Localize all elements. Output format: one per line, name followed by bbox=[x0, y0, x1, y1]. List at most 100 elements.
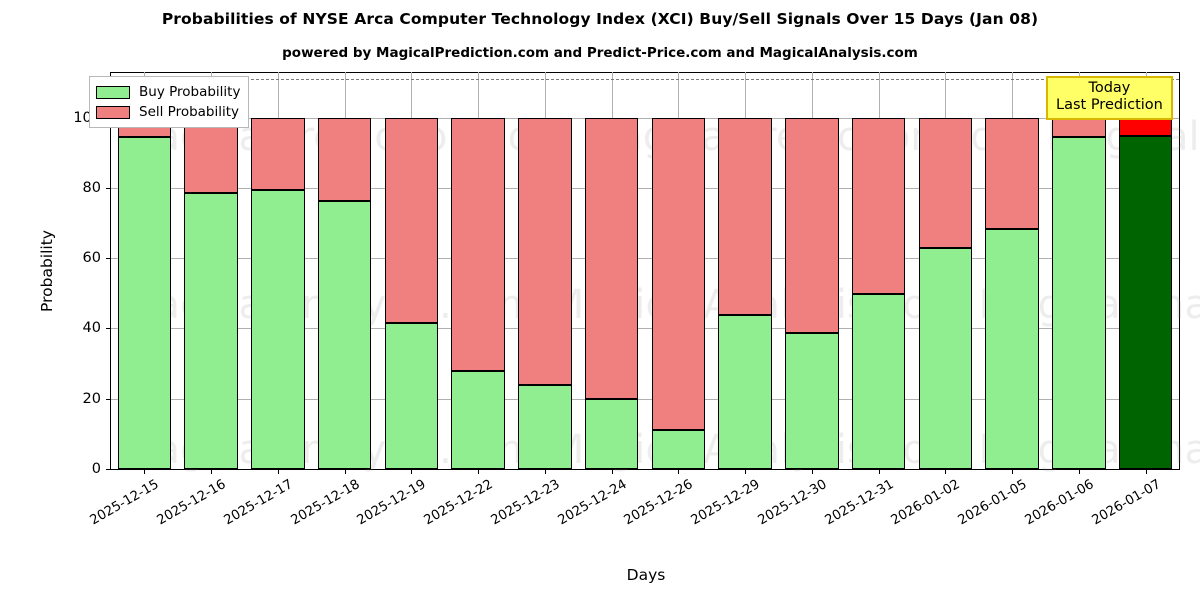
bar bbox=[184, 72, 238, 469]
bar-segment-buy bbox=[851, 293, 906, 469]
x-axis-tick bbox=[811, 469, 813, 474]
x-axis-tick-label: 2025-12-15 bbox=[88, 477, 162, 529]
x-axis-tick-label: 2025-12-23 bbox=[488, 477, 563, 529]
plot-inner: MagicalPrediction.com MagicalPrediction.… bbox=[111, 72, 1200, 473]
bar bbox=[918, 72, 973, 469]
legend-item-sell: Sell Probability bbox=[96, 102, 240, 122]
x-axis-tick bbox=[611, 469, 613, 474]
legend-swatch-sell bbox=[96, 105, 130, 119]
gridline-horizontal bbox=[111, 258, 1179, 260]
bar-segment-buy bbox=[785, 333, 839, 469]
bar-segment-sell bbox=[785, 117, 839, 334]
bar-segment-buy bbox=[384, 322, 439, 469]
x-axis-tick-label: 2025-12-17 bbox=[221, 477, 296, 529]
x-axis-label: Days bbox=[626, 566, 666, 584]
bar-today bbox=[1118, 72, 1173, 469]
bar-segment-sell bbox=[718, 117, 772, 316]
bar bbox=[785, 72, 839, 469]
bar-segment-sell bbox=[184, 117, 238, 193]
x-axis-tick-label: 2025-12-29 bbox=[688, 477, 763, 529]
gridline-horizontal bbox=[111, 398, 1179, 400]
bar bbox=[851, 72, 906, 469]
bar-segment-buy bbox=[1052, 136, 1106, 469]
bar bbox=[117, 72, 172, 469]
y-axis-tick-label: 20 bbox=[82, 390, 101, 407]
bar bbox=[718, 72, 772, 469]
y-axis-label: Probability bbox=[38, 229, 56, 312]
bar-segment-sell bbox=[1052, 117, 1106, 137]
bar-segment-buy bbox=[718, 315, 772, 469]
bar bbox=[518, 72, 572, 469]
x-axis-tick bbox=[1012, 469, 1014, 474]
legend-label-sell: Sell Probability bbox=[139, 104, 240, 120]
x-axis-tick bbox=[1145, 469, 1147, 474]
bar-segment-buy bbox=[184, 192, 238, 469]
bar bbox=[451, 72, 505, 469]
x-axis-tick-label: 2026-01-07 bbox=[1089, 477, 1164, 529]
legend-label-buy: Buy Probability bbox=[139, 84, 241, 100]
bar-segment-buy bbox=[651, 430, 706, 469]
x-axis-tick bbox=[678, 469, 680, 474]
bar bbox=[985, 72, 1039, 469]
y-axis-tick-label: 80 bbox=[82, 179, 101, 196]
x-axis-tick-label: 2025-12-31 bbox=[822, 477, 897, 529]
today-annotation-line1: Today bbox=[1088, 80, 1131, 96]
bar-segment-buy bbox=[584, 399, 639, 469]
chart-legend: Buy Probability Sell Probability bbox=[89, 76, 250, 128]
bar-segment-sell bbox=[918, 117, 973, 248]
bar-segment-buy bbox=[1118, 135, 1173, 469]
bar-segment-sell bbox=[1118, 117, 1173, 136]
bar-segment-buy bbox=[985, 229, 1039, 469]
bar-segment-sell bbox=[651, 117, 706, 431]
today-annotation-line2: Last Prediction bbox=[1056, 97, 1163, 114]
x-axis-tick-label: 2025-12-19 bbox=[355, 477, 429, 529]
bar-segment-buy bbox=[518, 385, 572, 469]
x-axis-tick bbox=[344, 469, 346, 474]
bar bbox=[651, 72, 706, 469]
x-axis-tick bbox=[144, 469, 146, 474]
bar-segment-sell bbox=[518, 117, 572, 386]
bar-segment-sell bbox=[317, 117, 372, 201]
gridline-horizontal bbox=[111, 117, 1179, 119]
y-axis-tick bbox=[106, 469, 111, 470]
chart-subtitle: powered by MagicalPrediction.com and Pre… bbox=[282, 45, 918, 61]
x-axis-tick bbox=[878, 469, 880, 474]
x-axis-tick-label: 2025-12-26 bbox=[622, 477, 696, 529]
y-axis-tick-label: 40 bbox=[82, 320, 101, 337]
bar-segment-sell bbox=[384, 117, 439, 323]
chart-title: Probabilities of NYSE Arca Computer Tech… bbox=[161, 10, 1039, 28]
bar bbox=[317, 72, 372, 469]
x-axis-tick bbox=[745, 469, 747, 474]
bar-segment-sell bbox=[851, 117, 906, 294]
bar-segment-buy bbox=[451, 370, 505, 469]
x-axis-tick-label: 2026-01-02 bbox=[889, 477, 963, 529]
x-axis-tick-label: 2025-12-22 bbox=[421, 477, 496, 529]
legend-item-buy: Buy Probability bbox=[96, 82, 240, 102]
threshold-line bbox=[111, 79, 1179, 81]
bar-segment-buy bbox=[918, 247, 973, 469]
x-axis-tick bbox=[411, 469, 413, 474]
plot-area: MagicalPrediction.com MagicalPrediction.… bbox=[38, 72, 1200, 584]
x-axis-tick-label: 2026-01-05 bbox=[955, 477, 1030, 529]
bar bbox=[1052, 72, 1106, 469]
bar-segment-sell bbox=[451, 117, 505, 371]
x-axis-tick-label: 2025-12-24 bbox=[555, 477, 630, 529]
gridline-horizontal bbox=[111, 328, 1179, 330]
y-axis-tick-label: 0 bbox=[91, 461, 101, 477]
x-axis-tick bbox=[544, 469, 546, 474]
y-axis-tick bbox=[106, 398, 111, 400]
bar-segment-sell bbox=[985, 117, 1039, 230]
plot-top-border bbox=[111, 72, 1179, 73]
y-axis-tick-label: 60 bbox=[82, 250, 101, 267]
bar bbox=[384, 72, 439, 469]
y-axis-tick bbox=[106, 187, 111, 189]
x-axis-tick bbox=[478, 469, 480, 474]
today-annotation: Today Last Prediction bbox=[1046, 76, 1173, 121]
bar-segment-buy bbox=[251, 190, 305, 469]
x-axis-tick bbox=[277, 469, 279, 474]
bar-segment-sell bbox=[251, 117, 305, 191]
bar-segment-sell bbox=[584, 117, 639, 400]
bar-segment-buy bbox=[317, 200, 372, 469]
x-axis-tick-label: 2026-01-06 bbox=[1022, 477, 1097, 529]
